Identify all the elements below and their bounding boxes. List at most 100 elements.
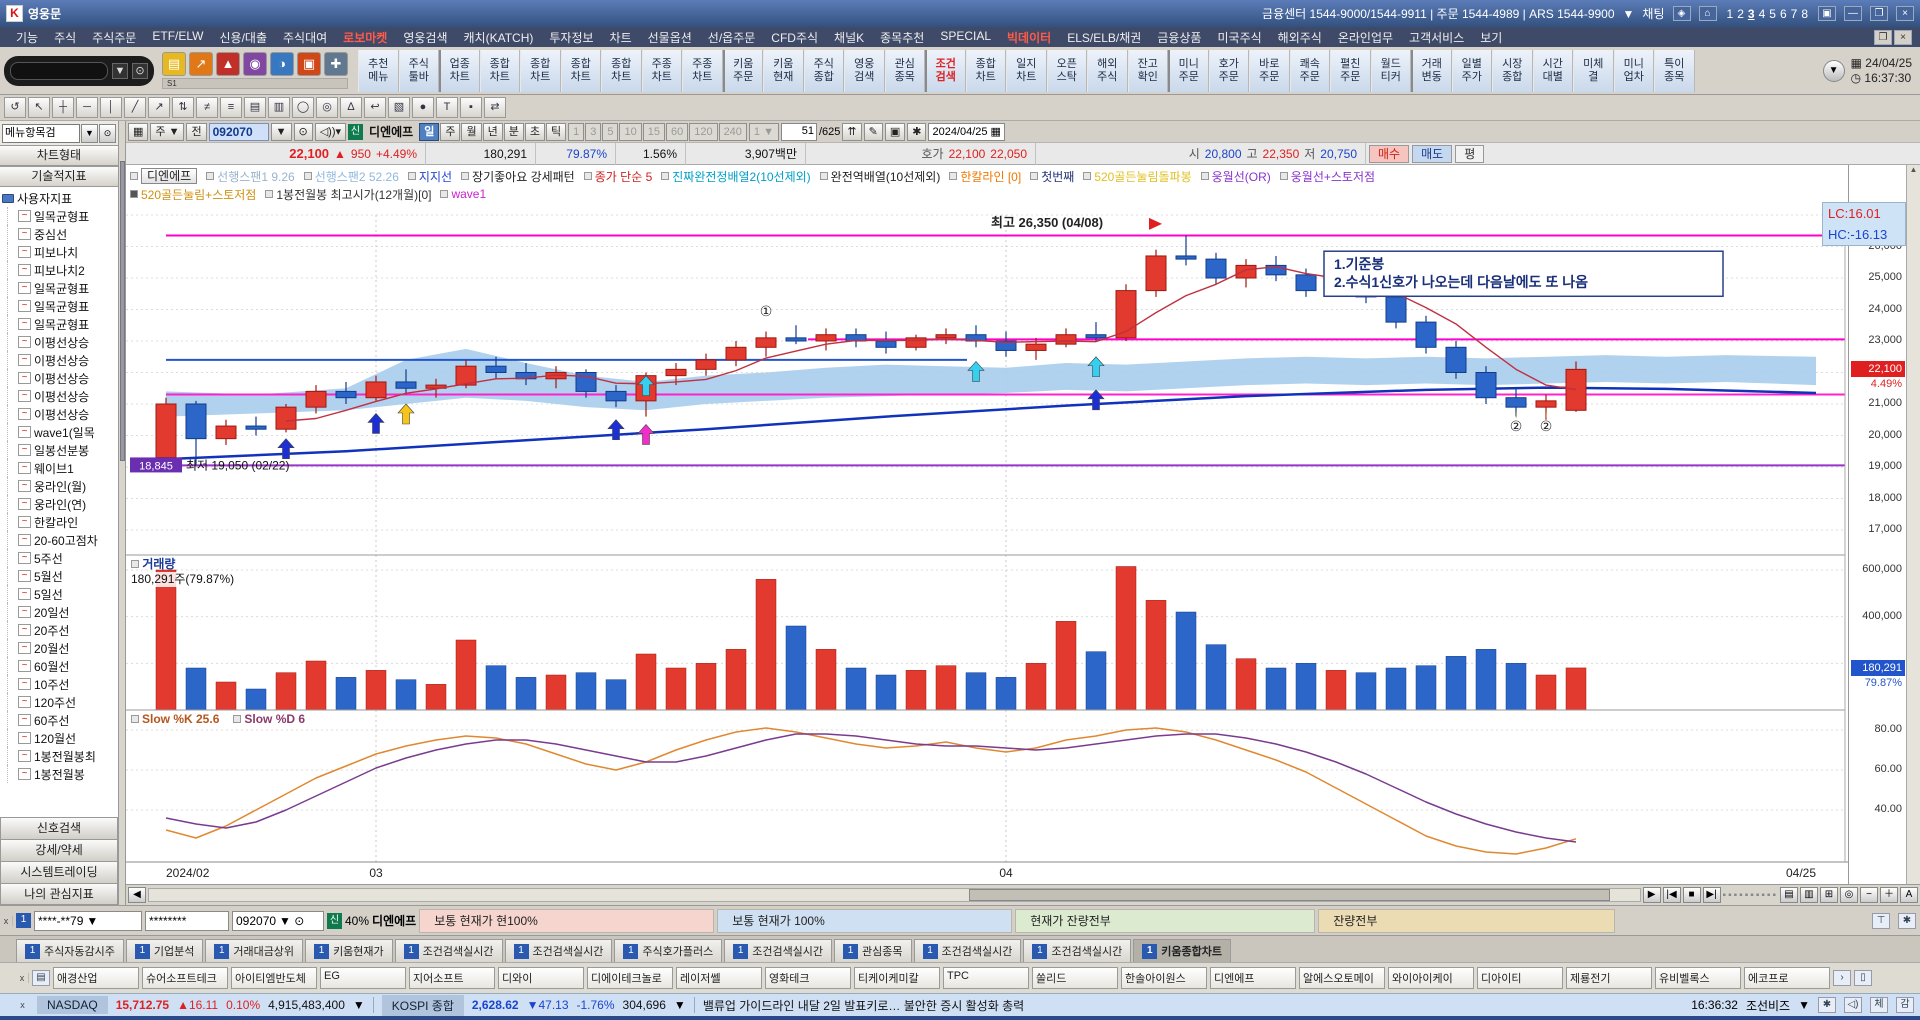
minute-button-5[interactable]: 5 <box>602 122 619 141</box>
chart-right-scrollbar[interactable]: ▲ <box>1906 165 1920 905</box>
menu-item[interactable]: 기능 <box>16 30 39 45</box>
toolbar-button-종합차트[interactable]: 종합 차트 <box>520 49 561 92</box>
status-close-icon[interactable]: x <box>20 1000 25 1010</box>
code-dropdown-icon[interactable]: ▼ <box>270 122 292 141</box>
sidebar-item[interactable]: ~1봉전월봉최 <box>7 747 118 765</box>
tick-count-select[interactable]: 1 ▼ <box>748 122 779 141</box>
period-button-분[interactable]: 분 <box>503 122 524 141</box>
toolbar-button-펼친주문[interactable]: 펼친 주문 <box>1330 49 1371 92</box>
sidebar-item[interactable]: ~ 일목균형표 <box>7 279 118 297</box>
menu-item[interactable]: SPECIAL <box>940 28 992 43</box>
screen-number-3[interactable]: 3 <box>1747 6 1755 21</box>
screen-number-5[interactable]: 5 <box>1769 6 1776 21</box>
sidebar-item[interactable]: ~ 일목균형표 <box>7 297 118 315</box>
period-main-select[interactable]: 주 ▼ <box>150 122 185 141</box>
toolbar-icon[interactable]: ▣ <box>297 52 321 76</box>
scroll-left-arrow-icon[interactable]: ◀ <box>128 887 146 903</box>
scroll-mini-button[interactable]: ■ <box>1682 887 1701 903</box>
draw-tool-icon[interactable]: ◯ <box>292 97 314 118</box>
toolbar-button-주종차트[interactable]: 주종 차트 <box>641 49 682 92</box>
menu-item[interactable]: ETF/ELW <box>152 28 204 43</box>
window-tab[interactable]: 1 조건검색실시간 <box>913 939 1022 962</box>
ticker-item[interactable]: 디엔에프 <box>1210 967 1296 989</box>
draw-tool-icon[interactable]: ↺ <box>4 97 26 118</box>
menu-item[interactable]: 주식대여 <box>282 30 328 45</box>
quick-search-input[interactable] <box>10 61 108 80</box>
sidebar-item[interactable]: ~5주선 <box>7 549 118 567</box>
ticker-next-icon[interactable]: › <box>1833 970 1851 986</box>
ticker-item[interactable]: 애경산업 <box>53 967 139 989</box>
ticker-item[interactable]: 한솔아이원스 <box>1121 967 1207 989</box>
draw-tool-icon[interactable]: ≡ <box>220 97 242 118</box>
sidebar-item[interactable]: ~ 한칼라인 <box>7 513 118 531</box>
toolbar-button-월드티커[interactable]: 월드 티커 <box>1370 49 1411 92</box>
window-tab[interactable]: 1 주식자동감시주 <box>16 939 124 962</box>
scroll-mini-button[interactable]: ▶| <box>1702 887 1721 903</box>
ticker-item[interactable]: 레이저쎌 <box>676 967 762 989</box>
menu-item[interactable]: 금융상품 <box>1157 30 1202 45</box>
bar-position-input[interactable]: 51 <box>781 122 817 141</box>
chart-zoom-icon[interactable]: ▤ <box>1780 887 1798 903</box>
menu-item[interactable]: CFD주식 <box>771 30 819 45</box>
ticker-list-icon[interactable]: ▤ <box>32 970 50 986</box>
ticker-item[interactable]: 디에이테크놀로 <box>587 967 673 989</box>
save-icon[interactable]: ▣ <box>884 122 906 141</box>
draw-tool-icon[interactable]: ⇅ <box>172 97 194 118</box>
sound-icon[interactable]: ◁))▾ <box>314 122 347 141</box>
period-button-일[interactable]: 일 <box>419 122 440 141</box>
ticker-item[interactable]: 티케이케미칼 <box>854 967 940 989</box>
screen-number-4[interactable]: 4 <box>1758 6 1766 21</box>
scroll-right-arrow-icon[interactable]: ▶ <box>1642 887 1661 903</box>
toolbar-button-관심종목[interactable]: 관심 종목 <box>884 49 925 92</box>
sidebar-item[interactable]: ~10주선 <box>7 675 118 693</box>
menu-item[interactable]: 신용/대출 <box>219 30 267 45</box>
draw-tool-icon[interactable]: ◎ <box>316 97 338 118</box>
draw-tool-icon[interactable]: ▤ <box>244 97 266 118</box>
avg-button[interactable]: 평 <box>1455 144 1485 163</box>
chart-grid-icon[interactable]: ▦ <box>128 122 149 141</box>
window-tab[interactable]: 1 키움현재가 <box>305 939 393 962</box>
menu-item[interactable]: 주식 <box>54 30 77 45</box>
draw-tool-icon[interactable]: ─ <box>76 97 98 118</box>
minute-button-10[interactable]: 10 <box>619 122 642 141</box>
draw-tool-icon[interactable]: T <box>436 97 458 118</box>
screen-number-1[interactable]: 1 <box>1726 6 1734 21</box>
sidebar-item[interactable]: ~ wave1(일목 <box>7 423 118 441</box>
menu-item[interactable]: ELS/ELB/채권 <box>1067 30 1142 45</box>
toolbar-button-주식종합[interactable]: 주식 종합 <box>803 49 844 92</box>
toolbar-button-종합차트[interactable]: 종합 차트 <box>965 49 1006 92</box>
screen-number-8[interactable]: 8 <box>1801 6 1808 21</box>
toolbar-icon[interactable]: ◉ <box>243 52 267 76</box>
window-tab[interactable]: 1 주식호가플러스 <box>614 939 723 962</box>
toolbar-button-호가주문[interactable]: 호가 주문 <box>1208 49 1249 92</box>
window-tab[interactable]: 1 조건검색실시간 <box>504 939 613 962</box>
chat-button[interactable]: 채팅 <box>1642 7 1665 21</box>
sidebar-scrollbar[interactable] <box>119 121 126 905</box>
toolbar-button-업종차트[interactable]: 업종 차트 <box>439 49 480 92</box>
chart-zoom-icon[interactable]: − <box>1860 887 1878 903</box>
draw-tool-icon[interactable]: │ <box>100 97 122 118</box>
toolbar-button-특이종목[interactable]: 특이 종목 <box>1654 49 1695 92</box>
ticker-item[interactable]: 쏠리드 <box>1032 967 1118 989</box>
sidebar-search-input[interactable]: 메뉴항목검 <box>2 123 80 143</box>
ticker-item[interactable]: 유비벨록스 <box>1655 967 1741 989</box>
toolbar-button-해외주식[interactable]: 해외 주식 <box>1087 49 1128 92</box>
code-search-icon[interactable]: ⊙ <box>293 122 313 141</box>
menu-item[interactable]: 채널K <box>834 30 865 45</box>
sidebar-item[interactable]: ~20일선 <box>7 603 118 621</box>
toolbar-button-추천메뉴[interactable]: 추천 메뉴 <box>358 49 399 92</box>
toolbar-button-쾌속주문[interactable]: 쾌속 주문 <box>1289 49 1330 92</box>
sidebar-item[interactable]: ~60주선 <box>7 711 118 729</box>
sidebar-item[interactable]: ~ 웅라인(월) <box>7 477 118 495</box>
menu-item[interactable]: 선물옵션 <box>647 30 692 45</box>
toolbar-button-잔고확인[interactable]: 잔고 확인 <box>1127 49 1168 92</box>
ticker-item[interactable]: 알에스오토메이 <box>1299 967 1385 989</box>
sidebar-item[interactable]: ~ 이평선상승 <box>7 387 118 405</box>
window-tab[interactable]: 1 기업분석 <box>125 939 204 962</box>
sidebar-item[interactable]: ~ 이평선상승 <box>7 333 118 351</box>
sidebar-item[interactable]: ~ 일봉선분봉 <box>7 441 118 459</box>
menu-item[interactable]: 선/옵주문 <box>707 30 756 45</box>
panel-close-icon[interactable]: x <box>0 915 13 926</box>
screen-number-2[interactable]: 2 <box>1737 6 1744 21</box>
ticker-item[interactable]: 슈어소프트테크 <box>142 967 228 989</box>
